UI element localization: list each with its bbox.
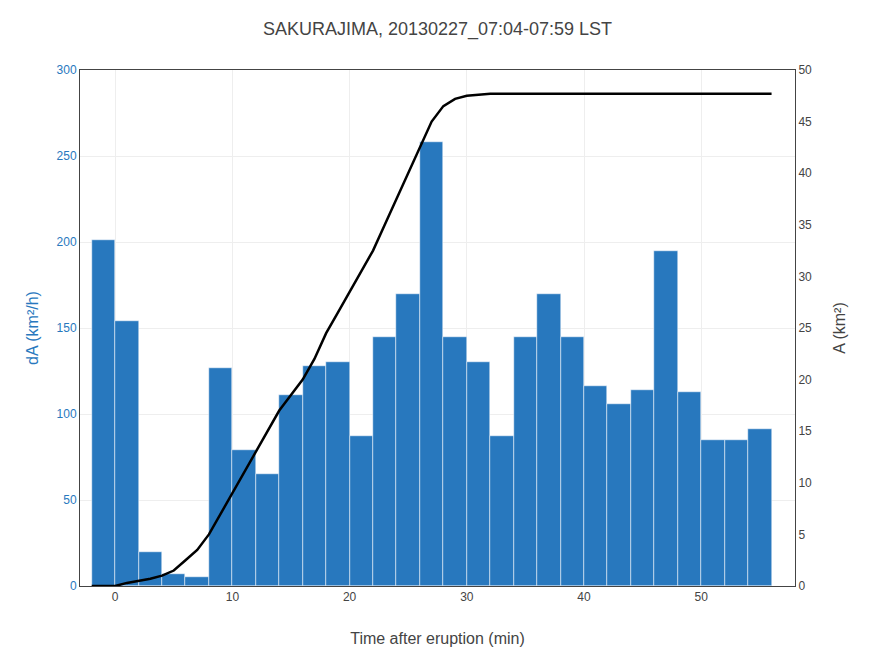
svg-text:200: 200	[57, 235, 77, 249]
svg-text:35: 35	[798, 218, 812, 232]
svg-text:25: 25	[798, 321, 812, 335]
svg-text:20: 20	[798, 373, 812, 387]
svg-text:50: 50	[695, 590, 709, 604]
svg-text:0: 0	[70, 579, 77, 593]
svg-text:SAKURAJIMA, 20130227_07:04-07:: SAKURAJIMA, 20130227_07:04-07:59 LST	[263, 19, 612, 40]
svg-text:40: 40	[798, 166, 812, 180]
svg-text:20: 20	[343, 590, 357, 604]
svg-text:Time after eruption (min): Time after eruption (min)	[350, 630, 525, 647]
svg-text:50: 50	[63, 493, 77, 507]
svg-text:15: 15	[798, 424, 812, 438]
svg-text:10: 10	[226, 590, 240, 604]
svg-text:150: 150	[57, 321, 77, 335]
svg-text:40: 40	[577, 590, 591, 604]
svg-text:5: 5	[798, 528, 805, 542]
svg-text:10: 10	[798, 476, 812, 490]
svg-text:250: 250	[57, 149, 77, 163]
svg-text:A (km²): A (km²)	[831, 302, 848, 354]
svg-text:300: 300	[57, 63, 77, 77]
svg-text:50: 50	[798, 63, 812, 77]
svg-text:0: 0	[798, 579, 805, 593]
svg-text:dA (km²/h): dA (km²/h)	[24, 291, 41, 365]
svg-text:30: 30	[798, 270, 812, 284]
svg-text:30: 30	[460, 590, 474, 604]
svg-text:0: 0	[112, 590, 119, 604]
svg-text:45: 45	[798, 115, 812, 129]
svg-text:100: 100	[57, 407, 77, 421]
